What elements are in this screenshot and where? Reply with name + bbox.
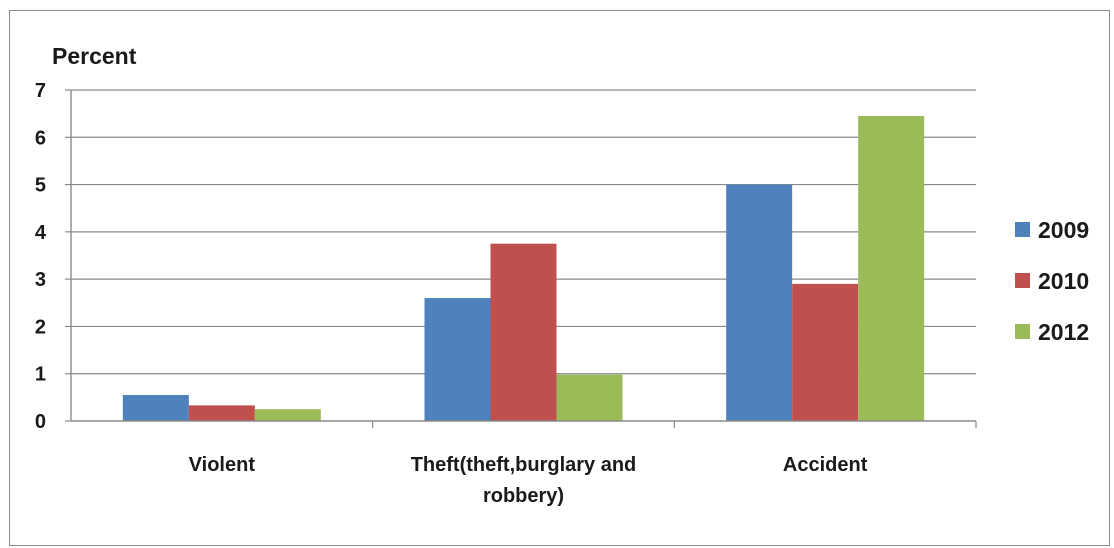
- y-tick-labels: 0 1 2 3 4 5 6 7: [35, 80, 71, 433]
- legend-swatch: [1015, 273, 1030, 288]
- y-tick-label: 1: [35, 364, 46, 386]
- bars: [123, 116, 924, 421]
- bar-2012: [255, 409, 321, 421]
- bar-2009: [726, 185, 792, 421]
- bar-2012: [557, 375, 623, 421]
- legend-swatch: [1015, 222, 1030, 237]
- y-tick-label: 4: [35, 222, 47, 244]
- y-tick-label: 5: [35, 175, 46, 197]
- bar-2012: [858, 116, 924, 421]
- y-tick-label: 6: [35, 127, 46, 149]
- category-label: Theft(theft,burglary and: [411, 454, 637, 476]
- bar-2010: [189, 405, 255, 421]
- legend-label: 2010: [1038, 268, 1089, 294]
- legend: 2009 2010 2012: [1015, 217, 1089, 345]
- category-label: Violent: [189, 454, 256, 476]
- category-label: Accident: [783, 454, 868, 476]
- bar-2009: [425, 298, 491, 421]
- bar-2009: [123, 395, 189, 421]
- bar-2010: [792, 284, 858, 421]
- y-tick-label: 3: [35, 269, 46, 291]
- legend-swatch: [1015, 324, 1030, 339]
- y-tick-label: 2: [35, 316, 46, 338]
- category-labels: Violent Theft(theft,burglary and robbery) A…: [189, 454, 868, 507]
- y-axis-title: Percent: [52, 43, 137, 69]
- y-tick-label: 0: [35, 411, 46, 433]
- bar-2010: [491, 244, 557, 421]
- category-label: robbery): [483, 485, 564, 507]
- legend-label: 2009: [1038, 217, 1089, 243]
- y-tick-label: 7: [35, 80, 46, 102]
- legend-label: 2012: [1038, 319, 1089, 345]
